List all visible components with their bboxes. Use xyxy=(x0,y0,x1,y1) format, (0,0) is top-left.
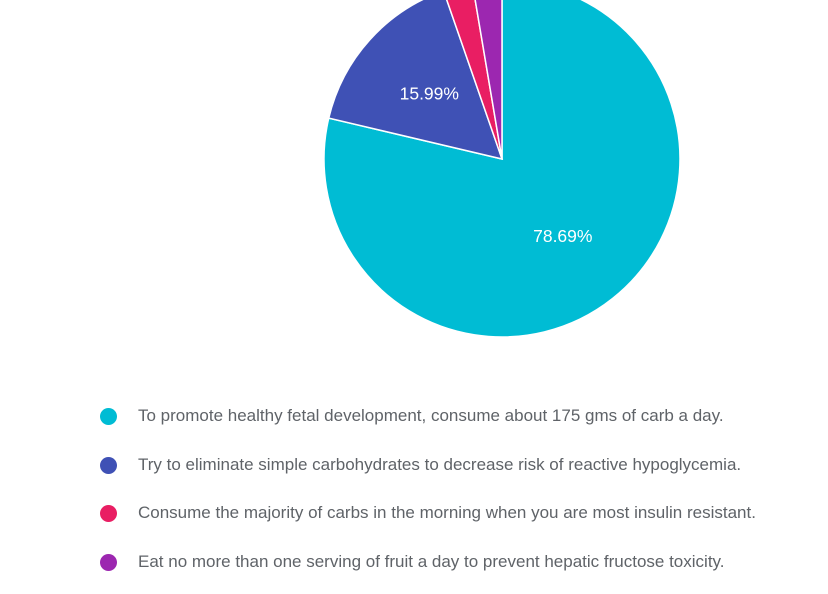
legend-item-2[interactable]: Try to eliminate simple carbohydrates to… xyxy=(100,449,756,498)
pie-slice-4[interactable] xyxy=(472,0,503,160)
pie-slice-label-2: 15.99% xyxy=(400,83,459,103)
legend-item-3[interactable]: Consume the majority of carbs in the mor… xyxy=(100,497,756,546)
legend-marker-2 xyxy=(100,456,117,474)
pie-slice-labels: 78.69% 15.99% xyxy=(400,83,593,245)
legend: To promote healthy fetal development, co… xyxy=(100,400,756,594)
pie-slice-3[interactable] xyxy=(444,0,503,160)
legend-label-3: Consume the majority of carbs in the mor… xyxy=(138,503,756,523)
pie-chart: 78.69% 15.99% xyxy=(323,0,681,338)
legend-label-4: Eat no more than one serving of fruit a … xyxy=(138,551,725,571)
legend-item-1[interactable]: To promote healthy fetal development, co… xyxy=(100,400,756,449)
pie-slice-label-1: 78.69% xyxy=(533,226,592,246)
legend-marker-3 xyxy=(100,505,117,523)
legend-label-2: Try to eliminate simple carbohydrates to… xyxy=(138,454,742,474)
pie-slice-1[interactable] xyxy=(323,0,681,338)
legend-marker-4 xyxy=(100,553,117,571)
pie-slice-2[interactable] xyxy=(327,0,504,161)
legend-label-1: To promote healthy fetal development, co… xyxy=(138,406,724,425)
legend-marker-1 xyxy=(100,408,117,425)
pie-slices xyxy=(323,0,681,338)
legend-item-4[interactable]: Eat no more than one serving of fruit a … xyxy=(100,546,756,594)
